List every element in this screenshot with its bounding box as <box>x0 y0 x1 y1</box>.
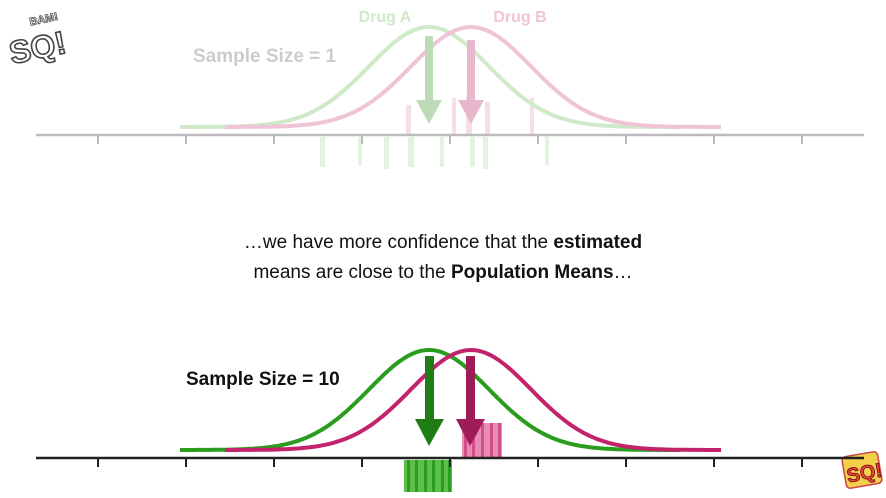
narration-text: …we have more confidence that the estima… <box>0 228 886 288</box>
narration-line-2: means are close to the Population Means… <box>0 258 886 288</box>
top-axis-ticks <box>97 135 803 144</box>
bottom-drug-a-sample-bars <box>404 460 452 492</box>
bottom-panel: Sample Size = 10 <box>36 347 864 492</box>
top-drug-b-curve <box>225 24 721 129</box>
top-sample-size-label: Sample Size = 1 <box>193 46 337 67</box>
bottom-drug-a-mean-arrow <box>415 356 444 446</box>
narration-line-1: …we have more confidence that the estima… <box>0 228 886 258</box>
bottom-sample-size-label: Sample Size = 10 <box>186 369 340 390</box>
top-panel: Sample Size = 1 <box>36 24 864 169</box>
logo-text: SQ! <box>6 24 69 71</box>
bottom-drug-a-curve <box>180 348 680 452</box>
statquest-logo-bottom-right: SQ! <box>841 451 884 489</box>
bottom-axis-ticks <box>97 458 803 467</box>
legend-drug-a: Drug A <box>359 9 412 26</box>
statquest-logo-top-left: SQ! BAM! <box>5 10 70 71</box>
narration-line-2-text: means are close to the <box>253 262 451 283</box>
top-drug-a-mean-arrow <box>416 36 442 124</box>
legend-drug-b: Drug B <box>493 9 546 26</box>
bottom-drug-b-curve <box>225 347 721 452</box>
top-drug-b-mean-arrow <box>458 40 484 124</box>
narration-estimated: estimated <box>553 232 643 253</box>
top-drug-a-curve <box>180 25 680 129</box>
narration-line-1-text: …we have more confidence that the <box>243 232 554 253</box>
bottom-drug-b-mean-arrow <box>456 356 485 446</box>
narration-population-means: Population Means <box>450 262 614 283</box>
narration-ellipsis: … <box>613 262 633 283</box>
